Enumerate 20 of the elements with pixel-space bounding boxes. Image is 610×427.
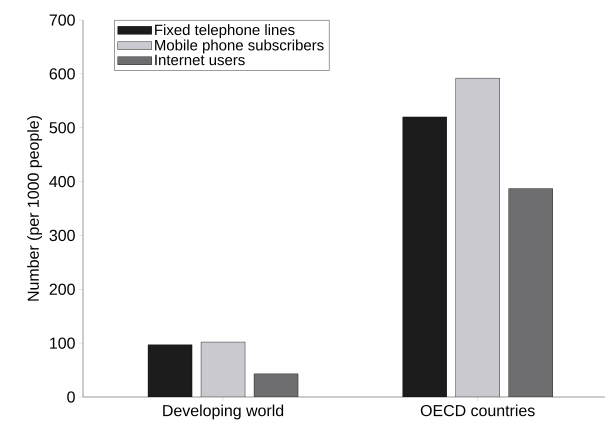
x-tick-label: Developing world: [163, 404, 284, 420]
bar: [455, 78, 500, 397]
legend-label: Internet users: [155, 54, 245, 66]
y-axis-title: Number (per 1000 people): [27, 116, 42, 301]
x-tick-label: OECD countries: [420, 404, 535, 416]
y-tick-label: 700: [50, 14, 75, 26]
bar: [254, 374, 298, 397]
y-tick-label: 300: [49, 230, 75, 242]
y-tick-label: 600: [50, 68, 75, 80]
legend-label: Mobile phone subscribers: [155, 39, 324, 54]
legend-label: Fixed telephone lines: [155, 24, 295, 38]
bar: [148, 344, 192, 397]
bar: [201, 342, 246, 397]
bar: [402, 116, 447, 397]
y-tick-label: 500: [50, 122, 75, 134]
y-tick-label: 200: [50, 284, 75, 295]
y-tick-label: 100: [50, 338, 75, 349]
y-tick-label: 0: [67, 391, 75, 403]
y-tick-label: 400: [49, 176, 75, 188]
bar: [508, 188, 553, 397]
